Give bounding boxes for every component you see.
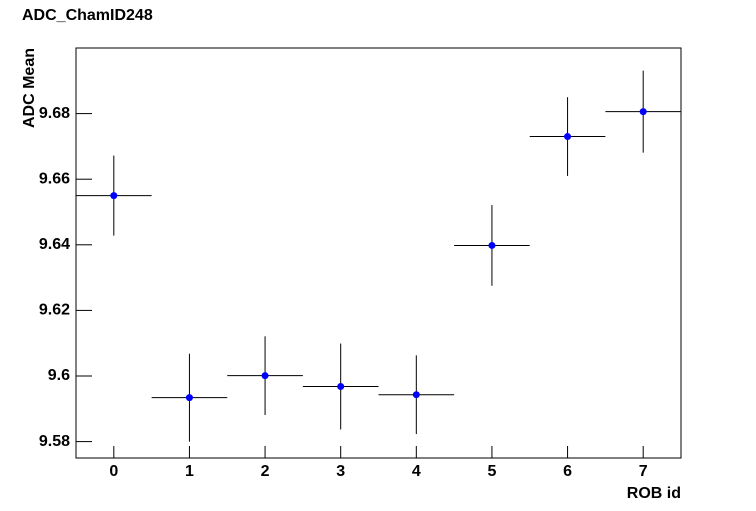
x-tick-label: 4 xyxy=(412,463,421,480)
x-tick-label: 3 xyxy=(336,463,345,480)
x-tick-label: 1 xyxy=(185,463,194,480)
x-axis-label: ROB id xyxy=(627,485,681,502)
marker xyxy=(261,372,269,380)
x-tick-label: 2 xyxy=(261,463,270,480)
marker xyxy=(488,241,496,249)
x-tick-label: 5 xyxy=(487,463,496,480)
y-tick-label: 9.68 xyxy=(39,105,70,122)
y-axis-label: ADC Mean xyxy=(21,48,38,128)
y-tick-label: 9.64 xyxy=(39,236,70,253)
marker xyxy=(110,192,118,200)
y-tick-label: 9.66 xyxy=(39,170,70,187)
x-tick-label: 6 xyxy=(563,463,572,480)
marker xyxy=(412,391,420,399)
x-tick-label: 0 xyxy=(109,463,118,480)
marker xyxy=(337,382,345,390)
y-tick-label: 9.58 xyxy=(39,433,70,450)
y-tick-label: 9.6 xyxy=(48,367,70,384)
marker xyxy=(639,108,647,116)
marker xyxy=(564,133,572,141)
chart-title: ADC_ChamID248 xyxy=(22,7,153,24)
y-tick-label: 9.62 xyxy=(39,302,70,319)
x-tick-label: 7 xyxy=(639,463,648,480)
plot-frame xyxy=(75,47,682,459)
marker xyxy=(185,394,193,402)
